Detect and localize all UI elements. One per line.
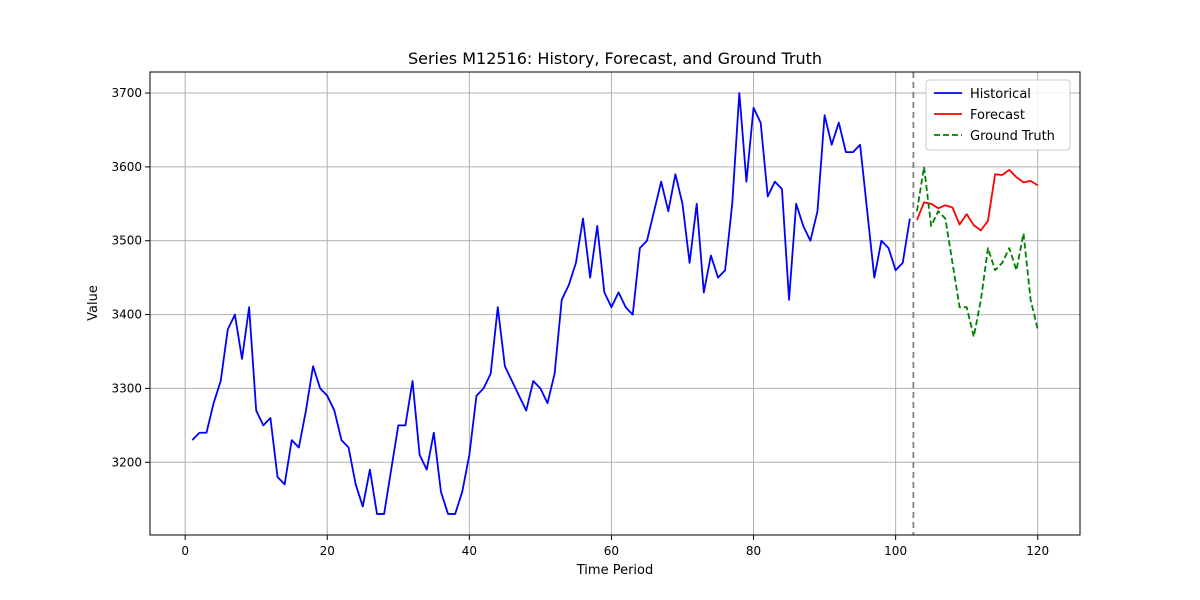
y-tick-label: 3500: [111, 234, 142, 248]
x-tick-label: 0: [181, 544, 189, 558]
x-tick-label: 100: [884, 544, 907, 558]
series-line-ground-truth: [916, 165, 1039, 338]
x-tick-label: 40: [462, 544, 477, 558]
y-tick-label: 3700: [111, 86, 142, 100]
x-tick-label: 60: [604, 544, 619, 558]
series-line-historical: [191, 92, 911, 515]
x-tick-label: 80: [746, 544, 761, 558]
legend-label-forecast: Forecast: [970, 108, 1025, 123]
x-tick-label: 20: [320, 544, 335, 558]
legend-box: [925, 79, 1071, 151]
x-tick-label: 120: [1026, 544, 1049, 558]
y-tick-label: 3200: [111, 455, 142, 469]
y-axis-label: Value: [86, 285, 101, 321]
y-tick-label: 3400: [111, 308, 142, 322]
series-line-forecast: [916, 168, 1039, 232]
series-layer: [191, 72, 1039, 535]
y-tick-label: 3600: [111, 160, 142, 174]
grid-layer: [150, 72, 1080, 535]
y-tick-label: 3300: [111, 381, 142, 395]
plot-frame: [149, 71, 1081, 536]
legend-label-historical: Historical: [970, 87, 1031, 102]
legend: Historical Forecast Ground Truth: [925, 79, 1071, 151]
chart-title: Series M12516: History, Forecast, and Gr…: [408, 49, 822, 68]
x-axis-label: Time Period: [576, 563, 653, 578]
legend-label-ground-truth: Ground Truth: [970, 129, 1055, 144]
axis-layer: 0 20 40 60 80 100 120 3200 3300 3400 3500 3600 3700: [111, 71, 1081, 558]
